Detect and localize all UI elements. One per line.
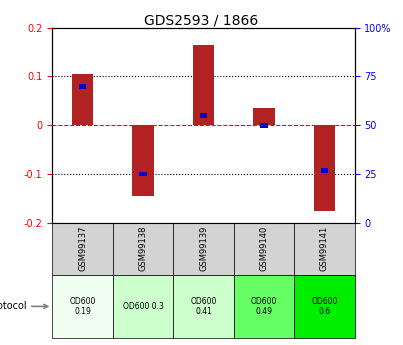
Bar (72, 75, 93, 125)
FancyBboxPatch shape (52, 223, 113, 275)
Text: OD600 0.3: OD600 0.3 (123, 302, 164, 311)
Text: OD600
0.6: OD600 0.6 (311, 297, 338, 316)
Text: OD600
0.41: OD600 0.41 (190, 297, 217, 316)
Text: growth protocol: growth protocol (0, 302, 48, 312)
Text: GSM99138: GSM99138 (139, 226, 147, 272)
Text: GSM99137: GSM99137 (78, 226, 87, 272)
Text: GSM99140: GSM99140 (260, 226, 268, 272)
Text: OD600
0.49: OD600 0.49 (251, 297, 277, 316)
FancyBboxPatch shape (113, 223, 173, 275)
Bar (260, 123, 268, 128)
Bar (79, 84, 86, 89)
Text: GSM99141: GSM99141 (320, 226, 329, 272)
FancyBboxPatch shape (234, 275, 294, 338)
FancyBboxPatch shape (52, 275, 113, 338)
Text: OD600
0.19: OD600 0.19 (69, 297, 96, 316)
Bar (139, 171, 147, 176)
FancyBboxPatch shape (294, 275, 355, 338)
Text: GDS2593 / 1866: GDS2593 / 1866 (144, 14, 259, 28)
Text: GSM99139: GSM99139 (199, 226, 208, 272)
Bar (133, 125, 154, 196)
FancyBboxPatch shape (294, 223, 355, 275)
FancyBboxPatch shape (173, 275, 234, 338)
FancyBboxPatch shape (234, 223, 294, 275)
FancyBboxPatch shape (113, 275, 173, 338)
FancyBboxPatch shape (173, 223, 234, 275)
Bar (321, 168, 328, 172)
Bar (314, 125, 335, 210)
Bar (193, 45, 214, 125)
Bar (253, 108, 274, 125)
Bar (200, 113, 207, 118)
